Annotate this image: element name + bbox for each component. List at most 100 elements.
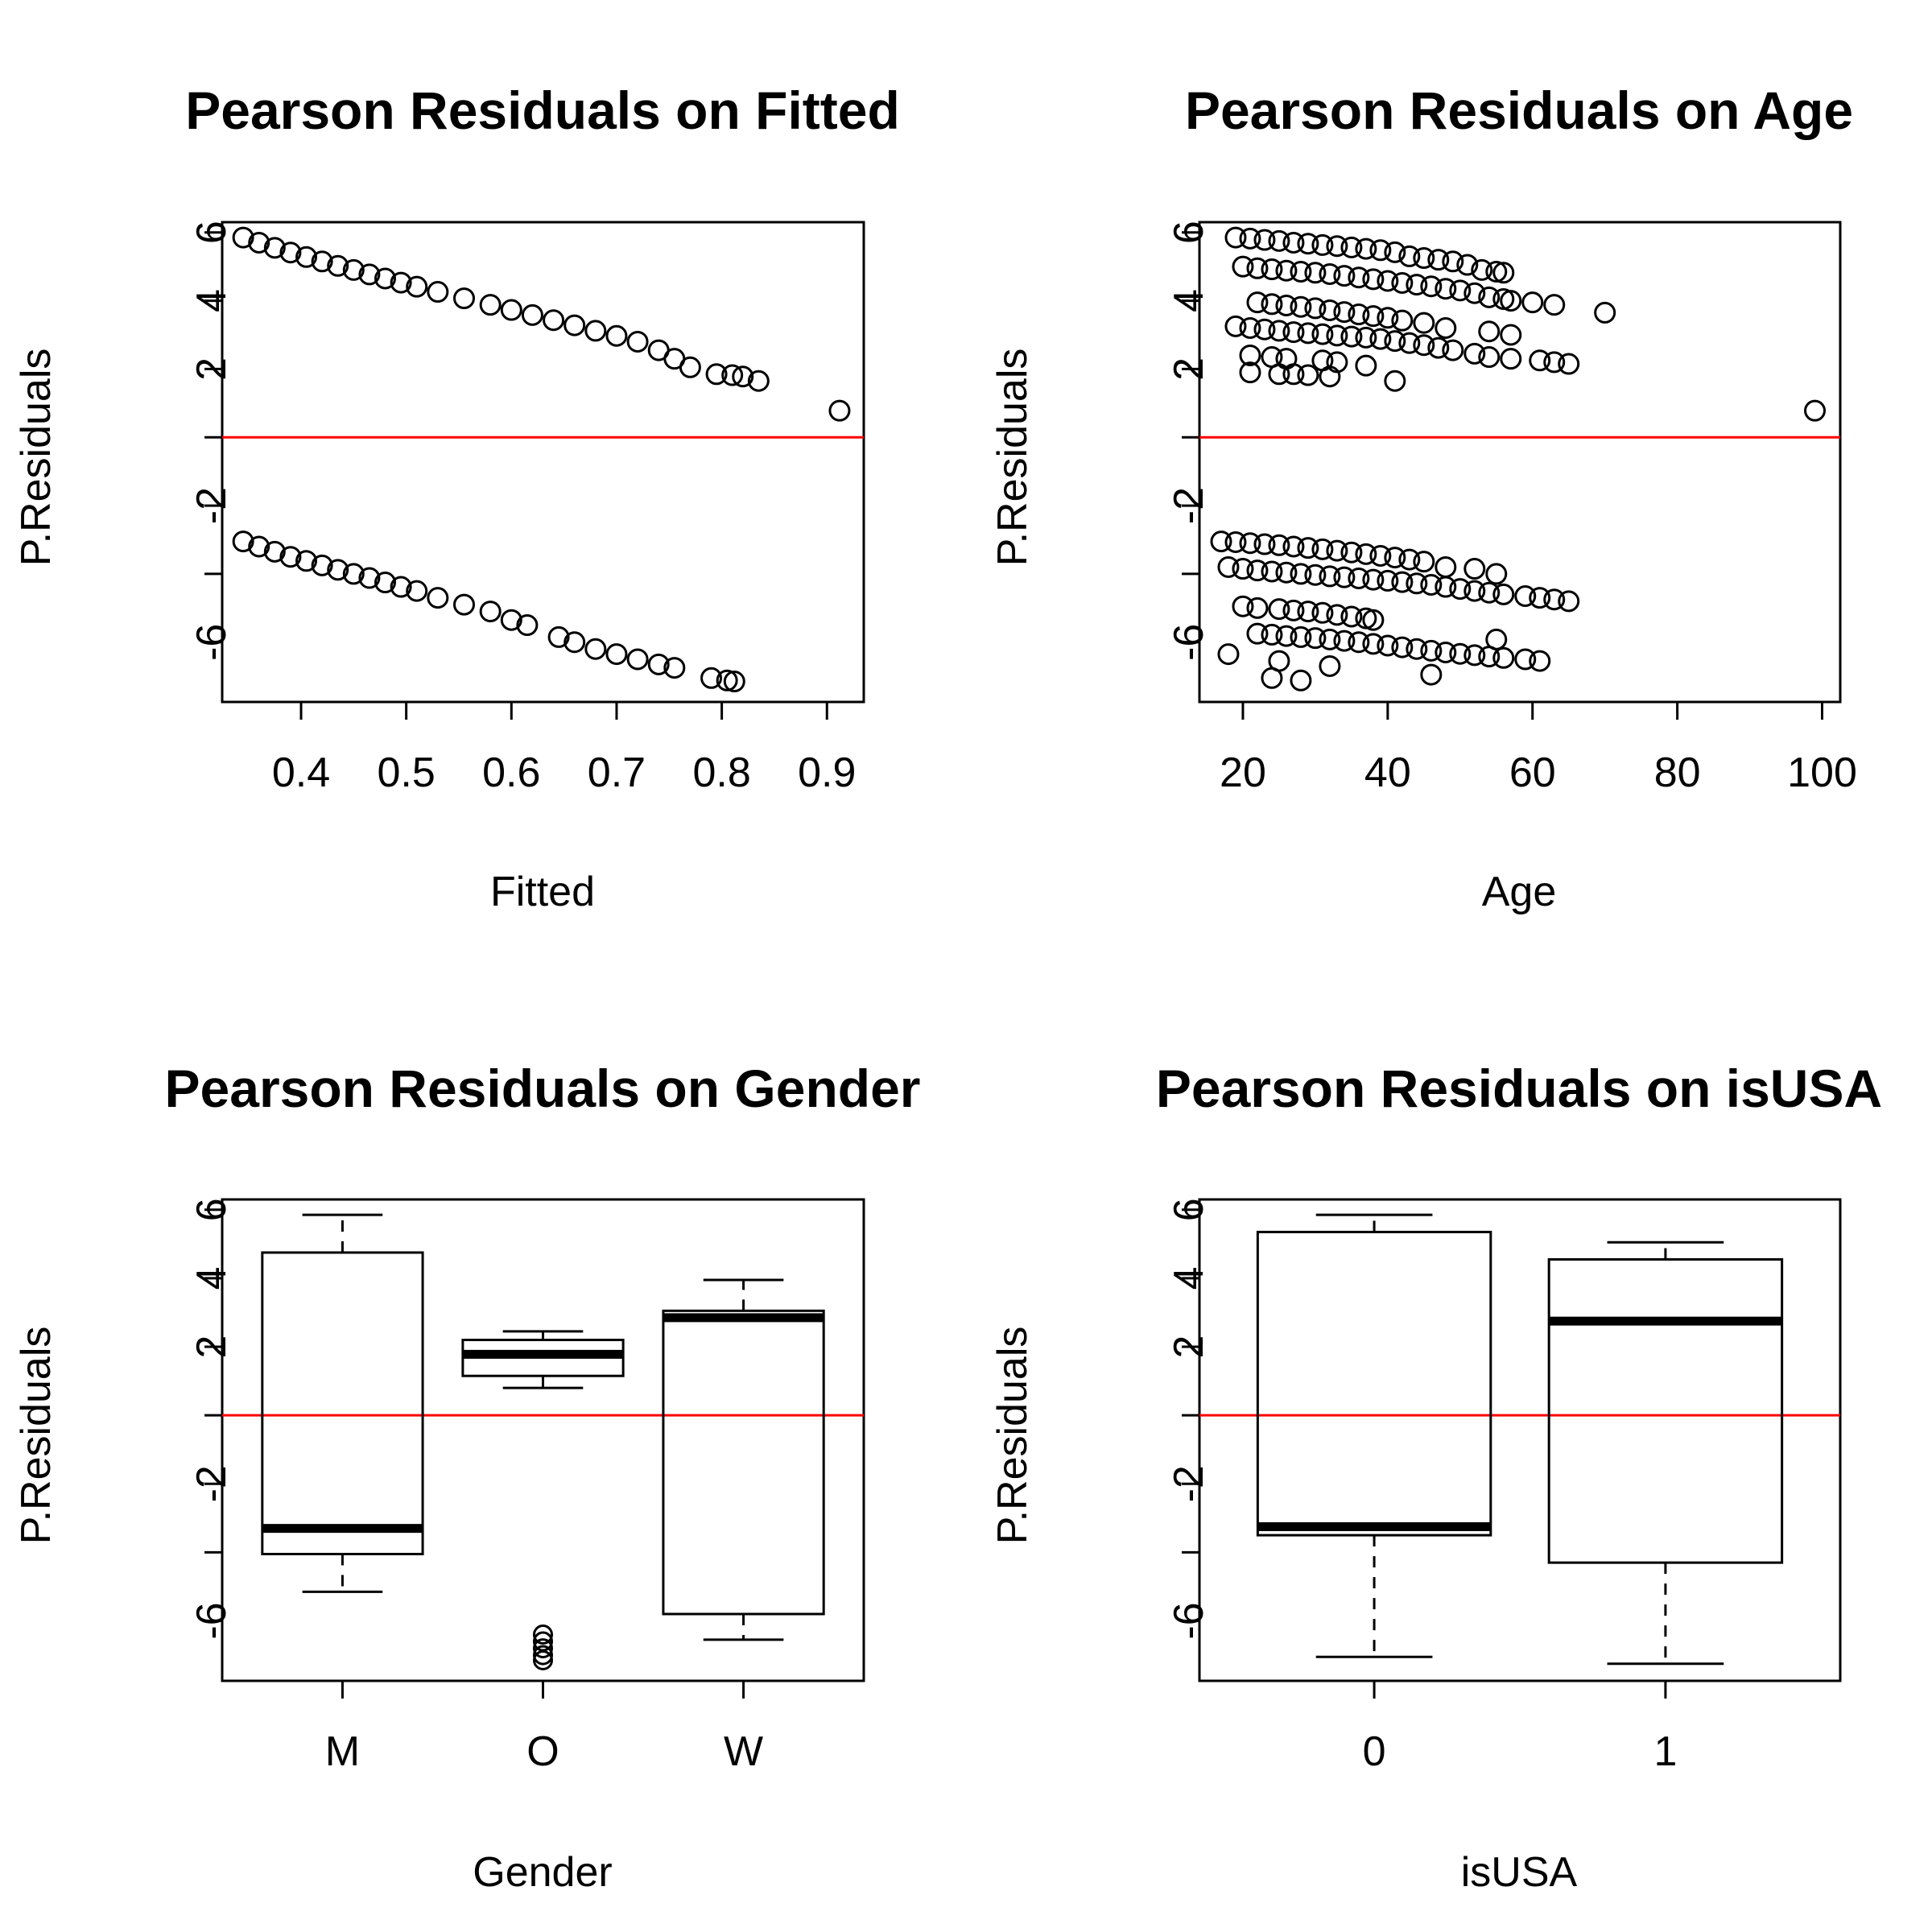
panel-age-point <box>1311 538 1334 560</box>
panel-age-point <box>1463 342 1486 365</box>
panel-age-point <box>1319 628 1341 650</box>
panel-age-point <box>1261 560 1283 583</box>
panel-age-point <box>1420 275 1443 298</box>
panel-fitted-point <box>543 309 565 332</box>
panel-age-plot: 6 4 2 -2 -6 20 40 60 80 100 <box>1166 221 1857 796</box>
panel-age-point <box>1398 548 1421 571</box>
panel-age-point <box>1326 604 1348 626</box>
panel-fitted-point <box>516 614 539 637</box>
panel-fitted-point <box>584 638 607 660</box>
panel-age-xlabel: Age <box>1482 869 1557 915</box>
panel-age-point <box>1253 318 1276 341</box>
panel-age-point <box>1485 261 1508 283</box>
panel-fitted-ytick-label: 4 <box>188 289 235 312</box>
panel-age-point <box>1492 583 1515 605</box>
panel-age-point <box>1529 650 1551 672</box>
panel-fitted-point <box>311 554 333 576</box>
panel-fitted-xtick-label: 0.8 <box>692 749 750 796</box>
panel-age-point <box>1261 258 1283 281</box>
panel-fitted-point <box>232 530 254 553</box>
panel-age-point <box>1290 563 1312 585</box>
panel-age-point <box>1406 274 1428 296</box>
panel-fitted-point <box>723 671 745 693</box>
panel-age-point <box>1514 584 1537 607</box>
panel-isusa-ytick-label: 4 <box>1166 1266 1212 1290</box>
panel-age-point <box>1442 250 1464 273</box>
panel-fitted-xtick-label: 0.9 <box>798 749 856 796</box>
panel-isusa-xtick-label: 1 <box>1653 1728 1677 1775</box>
panel-fitted-title: Pearson Residuals on Fitted <box>185 80 900 140</box>
panel-isusa-ytick-label: -6 <box>1166 1602 1212 1639</box>
panel-age-point <box>1268 229 1290 252</box>
panel-age-title: Pearson Residuals on Age <box>1185 80 1853 140</box>
panel-fitted-point <box>358 567 381 589</box>
panel-age-point <box>1478 320 1501 343</box>
panel-fitted-point <box>374 267 397 290</box>
panel-fitted-plot: 6 4 2 -2 -6 0.4 0.5 0.6 0.7 0.8 0.9 <box>188 221 865 796</box>
panel-gender-xtick-label: W <box>724 1728 763 1775</box>
panel-age-point <box>1282 599 1305 621</box>
panel-age-point <box>1333 630 1356 652</box>
panel-age-point <box>1239 227 1261 250</box>
panel-age-point <box>1348 631 1370 654</box>
panel-age-point <box>1384 369 1406 392</box>
panel-age-point <box>1543 588 1566 611</box>
panel-age-point <box>1348 567 1370 589</box>
panel-age-point <box>1239 344 1261 366</box>
panel-age-xtick-label: 60 <box>1509 749 1556 796</box>
panel-age-point <box>1529 349 1551 372</box>
panel-age-point <box>1485 628 1508 650</box>
panel-isusa-box-1 <box>1547 1257 1784 1564</box>
panel-age-point <box>1420 663 1443 686</box>
panel-fitted-point <box>342 563 365 585</box>
panel-isusa: Pearson Residuals on isUSA isUSA P.Resid… <box>989 1059 1882 1896</box>
panel-gender-plot: 6 4 2 -2 -6 M O W <box>188 1198 865 1775</box>
panel-fitted-point <box>232 226 254 249</box>
panel-age-frame <box>1198 221 1842 704</box>
panel-age-point <box>1420 639 1443 662</box>
panel-age-ylabel: P.Residuals <box>989 349 1036 567</box>
panel-age-point <box>1492 646 1515 669</box>
panel-age-point <box>1406 638 1428 660</box>
panel-isusa-ytick-label: 2 <box>1166 1335 1212 1359</box>
panel-age-point <box>1362 609 1385 631</box>
panel-age-point <box>1239 532 1261 555</box>
panel-age-point <box>1413 551 1435 573</box>
panel-fitted-ylabel: P.Residuals <box>13 349 60 567</box>
panel-fitted-point <box>732 365 754 388</box>
panel-age-point <box>1500 348 1522 370</box>
panel-age-point <box>1275 561 1298 584</box>
panel-age-point <box>1224 226 1247 249</box>
panel-age-point <box>1391 272 1414 295</box>
panel-age-point <box>1435 317 1457 340</box>
panel-age-ytick-label: 6 <box>1166 221 1212 244</box>
panel-age-point <box>1268 363 1290 386</box>
panel-gender-ylabel: P.Residuals <box>13 1327 60 1545</box>
panel-age-point <box>1369 544 1392 567</box>
panel-fitted-frame <box>221 221 865 704</box>
panel-age-point <box>1463 282 1486 304</box>
panel-fitted-point <box>500 609 522 631</box>
panel-age-point <box>1435 278 1457 300</box>
panel-age-point <box>1391 309 1414 332</box>
panel-age-point <box>1297 601 1319 623</box>
panel-fitted-xtick-label: 0.7 <box>588 749 646 796</box>
panel-age-point <box>1362 305 1385 328</box>
panel-fitted-point <box>453 593 476 616</box>
panel-age-point <box>1391 571 1414 593</box>
panel-age-point <box>1268 534 1290 556</box>
panel-age-point <box>1384 547 1406 569</box>
panel-fitted-point <box>248 535 270 558</box>
panel-age-point <box>1377 634 1399 657</box>
panel-age-point <box>1282 231 1305 254</box>
panel-age-point <box>1275 259 1298 282</box>
panel-age-point <box>1290 295 1312 318</box>
panel-age-point <box>1478 581 1501 604</box>
panel-age-point <box>1261 667 1283 689</box>
panel-age-point <box>1326 539 1348 562</box>
panel-age-point <box>1514 648 1537 671</box>
panel-age-point <box>1261 623 1283 646</box>
panel-fitted-point <box>705 363 728 386</box>
panel-age-point <box>1463 644 1486 667</box>
panel-isusa-ytick-label: -2 <box>1166 1465 1212 1502</box>
